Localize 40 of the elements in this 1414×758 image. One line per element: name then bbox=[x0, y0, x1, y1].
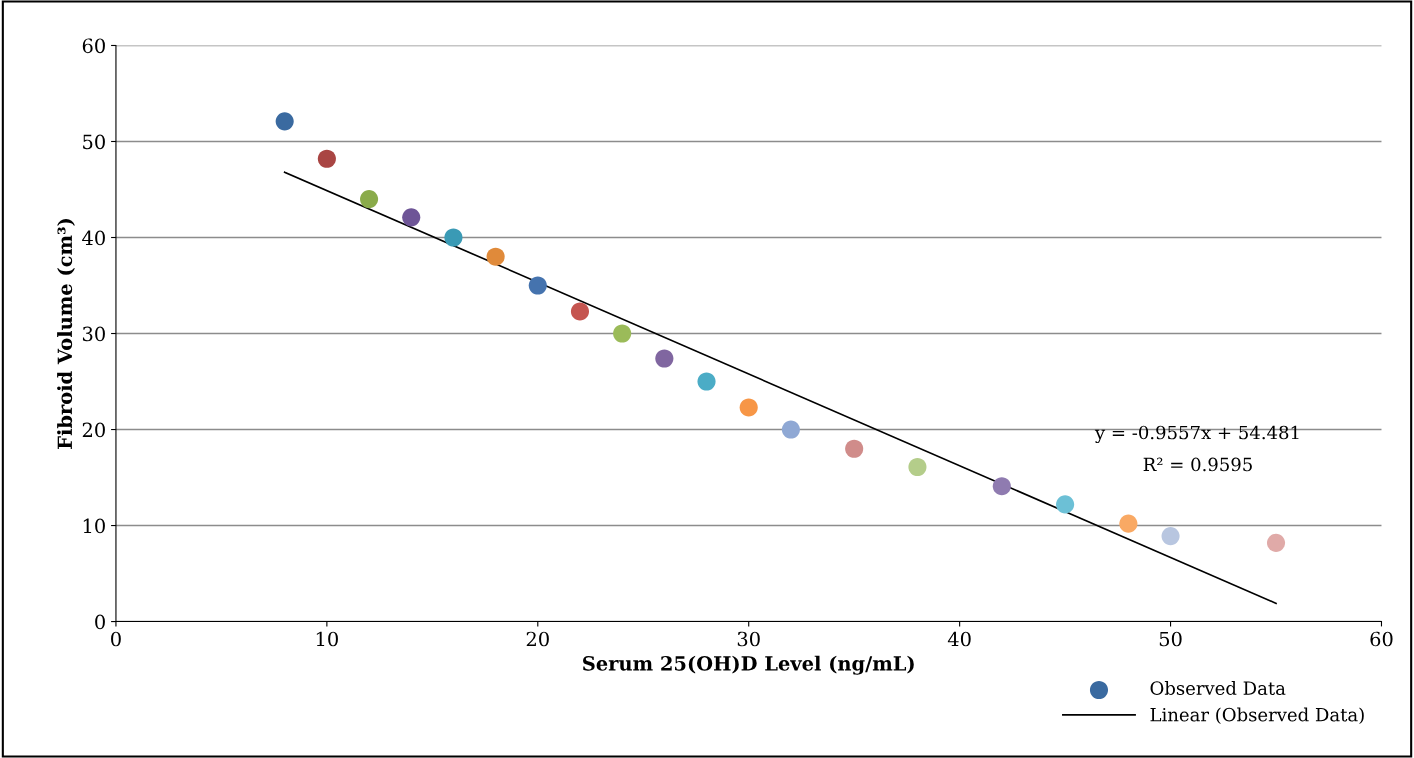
point bbox=[402, 208, 421, 227]
point bbox=[444, 228, 463, 247]
point bbox=[845, 439, 864, 458]
y-tick-label: 20 bbox=[82, 422, 105, 438]
y-tick-label: 60 bbox=[82, 38, 105, 54]
legend-label: Linear (Observed Data) bbox=[1150, 707, 1364, 725]
point bbox=[697, 372, 716, 391]
x-tick-label: 50 bbox=[1159, 631, 1182, 647]
point bbox=[570, 302, 590, 321]
x-tick-label: 40 bbox=[947, 631, 971, 647]
point bbox=[992, 477, 1011, 496]
x-tick-label: 30 bbox=[737, 631, 760, 647]
y-axis-title: Fibroid Volume (cm³) bbox=[57, 219, 75, 449]
point bbox=[486, 247, 505, 266]
annotation: y = -0.9557x + 54.481 bbox=[1094, 425, 1299, 444]
point bbox=[1056, 495, 1075, 514]
x-axis-title: Serum 25(OH)D Level (ng/mL) bbox=[583, 655, 914, 675]
annotation: R² = 0.9595 bbox=[1143, 457, 1252, 472]
y-tick-label: 40 bbox=[82, 230, 105, 246]
x-tick-label: 60 bbox=[1370, 631, 1393, 647]
point bbox=[317, 149, 336, 168]
point bbox=[360, 190, 379, 209]
point bbox=[908, 457, 927, 477]
point bbox=[1119, 514, 1138, 533]
point bbox=[655, 349, 674, 368]
y-tick-label: 50 bbox=[83, 134, 105, 150]
point bbox=[275, 112, 294, 131]
y-tick-label: 10 bbox=[83, 518, 105, 534]
legend-label: Observed Data bbox=[1150, 681, 1286, 695]
point bbox=[1161, 527, 1180, 546]
point bbox=[528, 276, 547, 295]
point bbox=[613, 324, 632, 343]
point bbox=[1266, 533, 1286, 552]
x-tick-label: 0 bbox=[111, 631, 121, 647]
point bbox=[739, 398, 758, 417]
y-tick-label: 0 bbox=[95, 614, 105, 630]
point bbox=[781, 420, 800, 439]
x-tick-label: 20 bbox=[526, 631, 549, 647]
x-tick-label: 10 bbox=[316, 631, 338, 647]
y-tick-label: 30 bbox=[82, 326, 105, 342]
